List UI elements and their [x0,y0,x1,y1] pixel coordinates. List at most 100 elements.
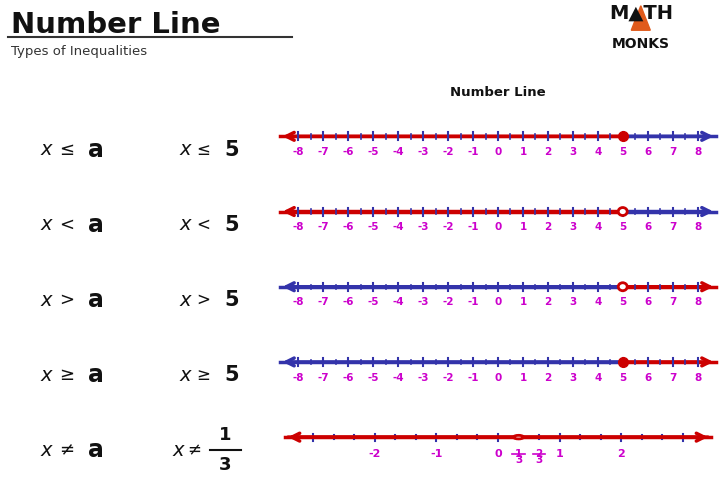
Text: 0: 0 [495,372,502,383]
Text: >: > [196,291,210,309]
Text: 5: 5 [619,147,626,157]
Text: -6: -6 [343,147,354,157]
Text: x: x [179,290,191,309]
Text: -8: -8 [293,372,304,383]
Text: 3: 3 [570,147,577,157]
Text: 4: 4 [594,372,601,383]
Text: 6: 6 [644,297,652,307]
Text: Number Line: Number Line [450,85,546,99]
Text: -4: -4 [392,222,404,232]
Text: 3: 3 [515,455,522,465]
Text: 2: 2 [544,147,552,157]
Text: -5: -5 [367,297,379,307]
Text: 6: 6 [644,372,652,383]
Text: 7: 7 [669,297,676,307]
Text: ≠: ≠ [59,442,74,459]
Text: 3: 3 [570,222,577,232]
Text: 1: 1 [556,448,564,459]
Text: 4: 4 [594,147,601,157]
Text: 2: 2 [536,449,543,459]
Circle shape [618,283,627,291]
Text: x: x [40,366,52,385]
Text: -1: -1 [430,448,443,459]
Text: a: a [89,213,104,237]
Text: <: < [59,216,74,234]
Text: ≤: ≤ [59,141,74,159]
Text: 1: 1 [519,147,526,157]
Text: -3: -3 [418,297,429,307]
Text: -3: -3 [418,147,429,157]
Text: -2: -2 [442,372,454,383]
Text: ≠: ≠ [188,442,202,459]
Text: -2: -2 [369,448,381,459]
Text: a: a [89,138,104,162]
Text: 1: 1 [519,372,526,383]
Text: 5: 5 [619,372,626,383]
Text: -7: -7 [318,222,329,232]
Text: -7: -7 [318,372,329,383]
Text: 5: 5 [224,290,239,310]
Text: -8: -8 [293,222,304,232]
Text: 8: 8 [694,297,701,307]
Text: M▲TH: M▲TH [609,3,672,22]
Text: -8: -8 [293,147,304,157]
Text: <: < [196,216,210,234]
Text: x: x [40,215,52,234]
Text: 1: 1 [519,297,526,307]
Text: x: x [40,290,52,309]
Text: 7: 7 [669,372,676,383]
Text: 2: 2 [618,448,625,459]
Text: a: a [89,438,104,463]
Text: -2: -2 [442,147,454,157]
Text: a: a [89,363,104,387]
Text: 0: 0 [495,147,502,157]
Text: -3: -3 [418,222,429,232]
Text: 4: 4 [594,222,601,232]
Text: >: > [59,291,74,309]
Text: -4: -4 [392,147,404,157]
Text: 4: 4 [594,297,601,307]
Text: 8: 8 [694,147,701,157]
Text: ≤: ≤ [196,141,210,159]
Text: -6: -6 [343,297,354,307]
Text: -5: -5 [367,222,379,232]
Text: -4: -4 [392,372,404,383]
Text: x: x [179,140,191,159]
Text: ≥: ≥ [196,366,210,384]
Text: x: x [179,215,191,234]
Text: 5: 5 [619,297,626,307]
Text: 7: 7 [669,222,676,232]
Text: 6: 6 [644,222,652,232]
Text: 1: 1 [519,222,526,232]
Text: 6: 6 [644,147,652,157]
Text: -1: -1 [467,297,479,307]
Circle shape [513,435,523,439]
Text: -1: -1 [467,372,479,383]
Text: -7: -7 [318,297,329,307]
Text: -1: -1 [467,222,479,232]
Text: 7: 7 [669,147,676,157]
Text: 3: 3 [219,456,232,474]
Text: 2: 2 [544,222,552,232]
Text: Types of Inequalities: Types of Inequalities [12,44,148,58]
Text: 2: 2 [544,297,552,307]
Text: General Form: General Form [28,85,130,99]
Text: 8: 8 [694,222,701,232]
Text: -2: -2 [442,297,454,307]
Text: x: x [40,441,52,460]
Text: -4: -4 [392,297,404,307]
Text: Number Line: Number Line [12,11,221,39]
Text: -6: -6 [343,222,354,232]
Text: -7: -7 [318,147,329,157]
Text: -5: -5 [367,147,379,157]
Text: 5: 5 [224,140,239,160]
Text: a: a [89,288,104,312]
Polygon shape [631,6,650,30]
Text: 2: 2 [544,372,552,383]
Text: -5: -5 [367,372,379,383]
Text: 8: 8 [694,372,701,383]
Text: 1: 1 [219,427,232,445]
Text: x: x [173,441,184,460]
Text: -6: -6 [343,372,354,383]
Text: 0: 0 [495,222,502,232]
